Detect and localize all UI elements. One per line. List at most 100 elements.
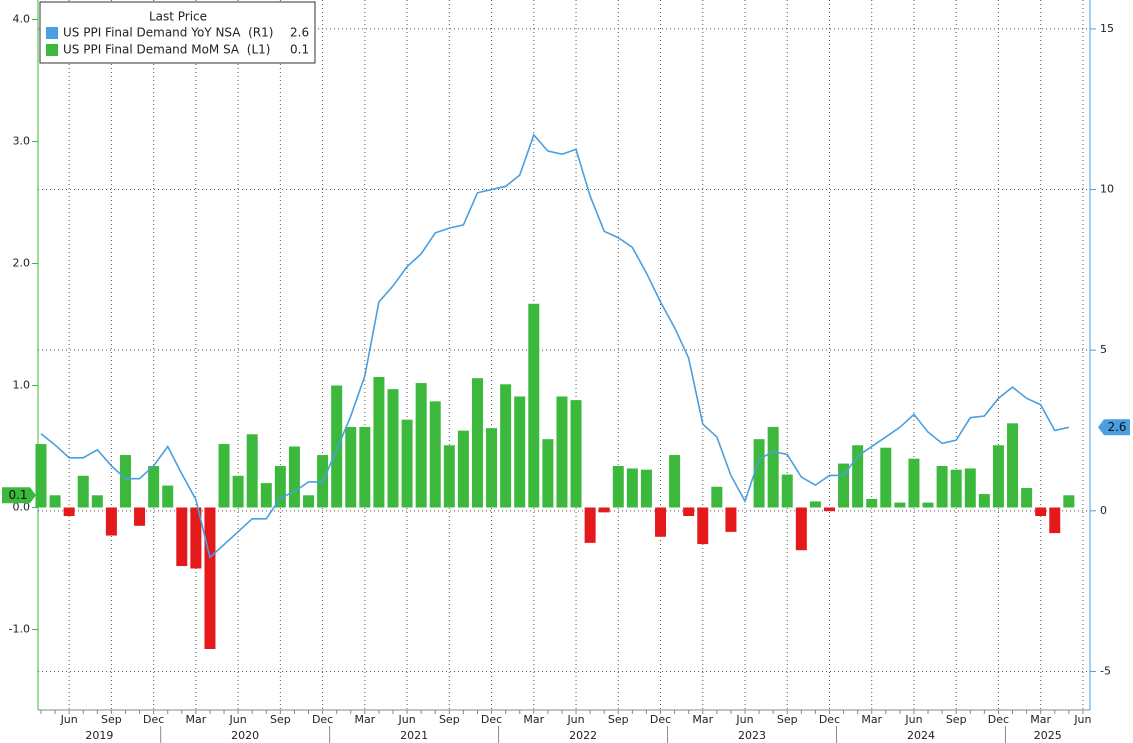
bar [1063,495,1075,508]
bar [345,426,357,508]
bar [1007,423,1019,508]
bar [176,507,188,567]
x-tick-label: Mar [185,713,206,726]
bar [218,444,230,508]
y-tick-label: 0.0 [13,500,31,513]
bar [401,419,413,508]
bar [303,495,315,508]
legend-title: Last Price [149,10,207,24]
y-tick-label: 1.0 [13,378,31,391]
year-label: 2020 [231,729,259,742]
bar [612,466,624,508]
y-tick-label: 2.0 [13,257,31,270]
bar [91,495,103,508]
bar [795,507,807,551]
y2-tick-label: 15 [1100,22,1114,35]
x-tick-label: Jun [229,713,247,726]
x-tick-label: Sep [101,713,122,726]
bar [626,468,638,508]
last-value-tag [1098,419,1130,436]
bar [190,507,202,569]
bar [725,507,737,532]
y-tick-label: 4.0 [13,13,31,26]
x-tick-label: Sep [946,713,967,726]
bar [753,439,765,508]
bar [134,507,146,526]
bar [105,507,117,536]
x-tick-label: Jun [1073,713,1091,726]
x-tick-label: Sep [777,713,798,726]
bar [443,445,455,508]
bar [542,439,554,508]
legend-value: 2.6 [290,26,309,40]
x-tick-label: Mar [523,713,544,726]
x-tick-label: Jun [566,713,584,726]
x-tick-label: Sep [608,713,629,726]
bar [415,383,427,508]
bar [288,446,300,508]
bar [246,434,258,508]
bar [711,486,723,508]
bar [274,466,286,508]
bar [528,303,540,508]
bar [697,507,709,545]
bar [119,455,131,508]
x-tick-label: Sep [439,713,460,726]
bar [669,455,681,508]
x-tick-label: Dec [312,713,333,726]
bar [894,502,906,508]
bar [880,447,892,508]
bar [514,396,526,508]
x-tick-label: Dec [650,713,671,726]
y2-tick-label: 10 [1100,183,1114,196]
x-tick-label: Mar [354,713,375,726]
bar [936,466,948,508]
bar [950,469,962,508]
bar [162,485,174,508]
bar [471,378,483,508]
bar [373,376,385,508]
y-tick-label: -1.0 [9,622,30,635]
bar [823,507,835,512]
x-tick-label: Jun [60,713,78,726]
x-tick-label: Jun [397,713,415,726]
bar [1035,507,1047,517]
bar [260,483,272,508]
bar [556,396,568,508]
legend-label: US PPI Final Demand YoY NSA (R1) [63,26,273,40]
line [40,133,1070,559]
legend-box [39,1,316,64]
x-tick-label: Mar [861,713,882,726]
x-tick-label: Dec [143,713,164,726]
bar [63,507,75,517]
legend-swatch [46,27,58,39]
y2-tick-label: 5 [1100,343,1107,356]
bar [486,428,498,508]
x-tick-label: Jun [735,713,753,726]
x-tick-label: Dec [481,713,502,726]
bar [570,400,582,508]
bar [429,401,441,508]
x-tick-label: Dec [988,713,1009,726]
bar [781,474,793,508]
bar [584,507,596,543]
bar [852,445,864,508]
year-label: 2025 [1034,729,1062,742]
bar [148,466,160,508]
bar [204,507,216,650]
bar [598,507,610,513]
x-tick-label: Dec [819,713,840,726]
y-tick-label: 3.0 [13,135,31,148]
last-value-label: 0.1 [8,488,27,502]
bar [655,507,667,537]
legend-swatch [46,44,58,56]
bar [992,445,1004,508]
bar [908,458,920,508]
last-value-tag [2,487,36,504]
year-label: 2023 [738,729,766,742]
legend: Last Price US PPI Final Demand YoY NSA (R… [39,1,316,64]
bar [77,475,89,508]
x-tick-label: Jun [904,713,922,726]
year-label: 2024 [907,729,935,742]
